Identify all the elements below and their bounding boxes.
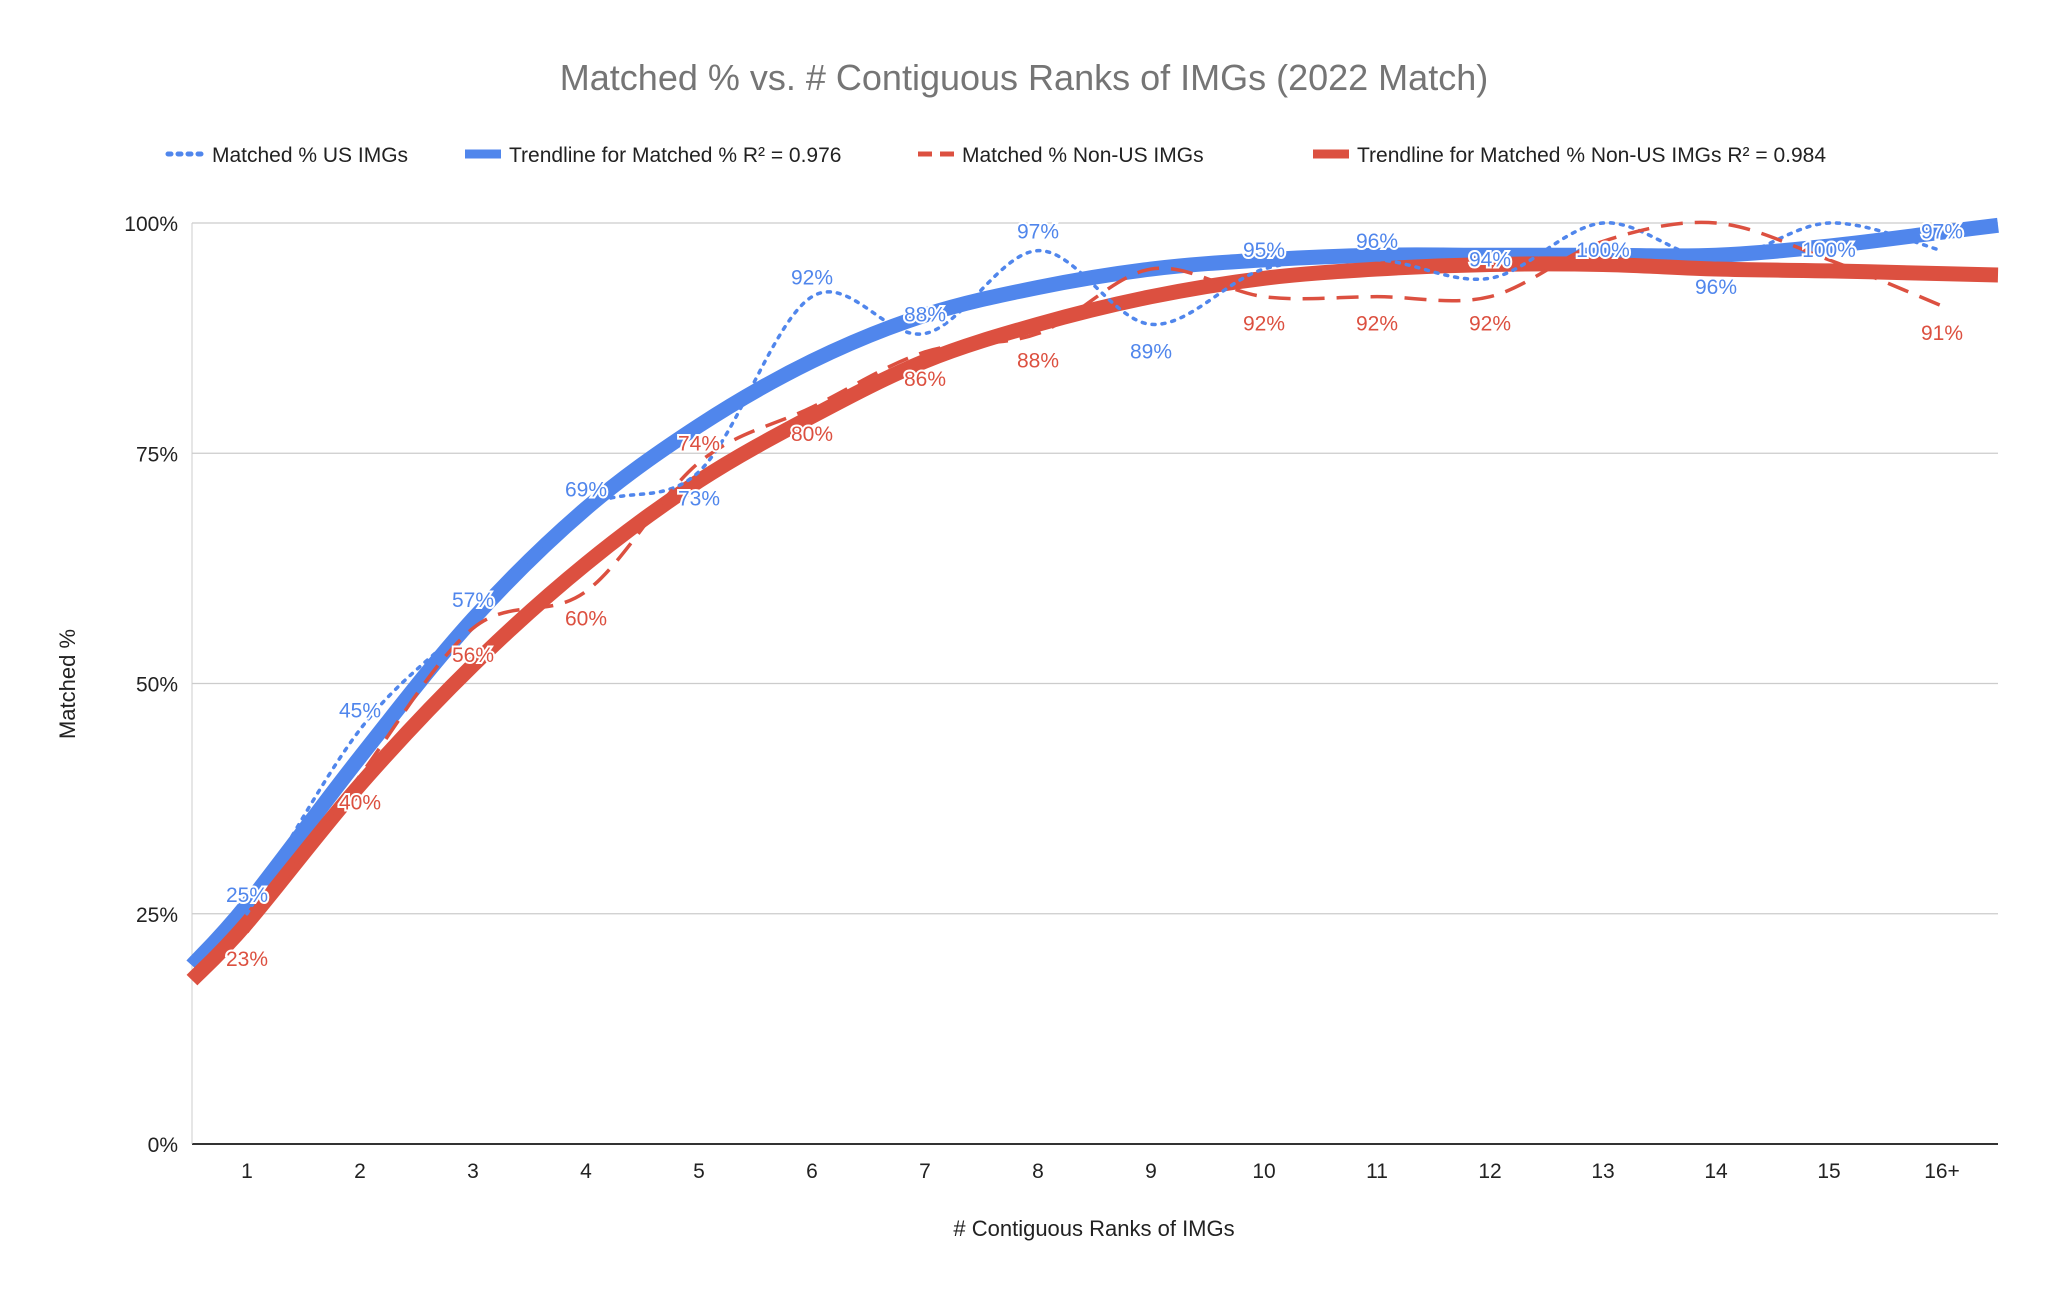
data-label: 69% xyxy=(565,479,607,502)
legend-label: Trendline for Matched % R² = 0.976 xyxy=(509,144,841,167)
x-tick-label: 15 xyxy=(1817,1160,1840,1183)
data-label: 91% xyxy=(1921,322,1963,345)
x-tick-label: 5 xyxy=(693,1160,705,1183)
y-tick-label: 50% xyxy=(136,674,178,697)
series-lines xyxy=(186,217,1999,986)
data-label: 60% xyxy=(565,607,607,630)
series-line-3 xyxy=(245,220,1943,934)
x-tick-label: 11 xyxy=(1366,1160,1388,1183)
data-label: 86% xyxy=(904,368,946,391)
x-tick-label: 12 xyxy=(1478,1160,1501,1183)
data-label: 88% xyxy=(904,304,946,327)
data-label: 80% xyxy=(791,423,833,446)
x-axis-ticks: 1 2 3 4 5 6 7 8 9 10 11 12 13 14 15 16+ xyxy=(241,1160,1960,1183)
x-tick-label: 9 xyxy=(1145,1160,1157,1183)
legend-label: Trendline for Matched % Non-US IMGs R² =… xyxy=(1357,144,1826,167)
x-tick-label: 1 xyxy=(241,1160,253,1183)
x-tick-label: 6 xyxy=(806,1160,818,1183)
data-label: 94% xyxy=(1469,248,1511,271)
series-line-4 xyxy=(186,256,1999,986)
x-tick-label: 10 xyxy=(1252,1160,1275,1183)
x-tick-label: 8 xyxy=(1032,1160,1044,1183)
x-tick-label: 13 xyxy=(1591,1160,1614,1183)
series-line-2 xyxy=(186,217,1999,971)
y-axis-label: Matched % xyxy=(55,629,80,739)
y-tick-label: 25% xyxy=(136,904,178,927)
data-label: 73% xyxy=(678,488,720,511)
data-labels: 25% 23% 45% 40% 57% 56% 69% 60% 73% 74% 92% 80% 88% 8… xyxy=(224,219,1965,974)
data-label: 92% xyxy=(1356,313,1398,336)
gridlines xyxy=(191,222,1998,1145)
x-tick-label: 7 xyxy=(919,1160,931,1183)
data-label: 88% xyxy=(1017,350,1059,373)
x-axis-label: # Contiguous Ranks of IMGs xyxy=(953,1216,1234,1241)
data-label: 56% xyxy=(452,644,494,667)
data-label: 100% xyxy=(1576,239,1630,262)
data-label: 97% xyxy=(1017,221,1059,244)
data-label: 97% xyxy=(1921,221,1963,244)
data-label: 57% xyxy=(452,589,494,612)
y-tick-label: 100% xyxy=(124,213,178,236)
data-label: 25% xyxy=(226,884,268,907)
data-label: 92% xyxy=(1243,313,1285,336)
data-label: 100% xyxy=(1802,239,1856,262)
chart-title: Matched % vs. # Contiguous Ranks of IMGs… xyxy=(560,57,1488,98)
legend-label: Matched % US IMGs xyxy=(212,144,408,167)
data-label: 92% xyxy=(791,267,833,290)
y-tick-label: 0% xyxy=(148,1134,178,1157)
x-tick-label: 3 xyxy=(467,1160,479,1183)
x-tick-label: 14 xyxy=(1704,1160,1728,1183)
y-axis-ticks: 0% 25% 50% 75% 100% xyxy=(124,213,178,1157)
data-label: 92% xyxy=(1469,313,1511,336)
data-label: 95% xyxy=(1243,239,1285,262)
data-label: 74% xyxy=(678,432,720,455)
x-tick-label: 4 xyxy=(580,1160,592,1183)
data-label: 23% xyxy=(226,948,268,971)
data-label: 96% xyxy=(1695,276,1737,299)
legend: Matched % US IMGs Trendline for Matched %… xyxy=(165,144,1826,167)
data-label: 40% xyxy=(339,792,381,815)
data-label: 96% xyxy=(1356,230,1398,253)
legend-label: Matched % Non-US IMGs xyxy=(962,144,1204,167)
data-label: 45% xyxy=(339,700,381,723)
data-label: 89% xyxy=(1130,340,1172,363)
x-tick-label: 16+ xyxy=(1924,1160,1960,1183)
y-tick-label: 75% xyxy=(136,443,178,466)
x-tick-label: 2 xyxy=(354,1160,366,1183)
series-line-1 xyxy=(245,221,1944,916)
